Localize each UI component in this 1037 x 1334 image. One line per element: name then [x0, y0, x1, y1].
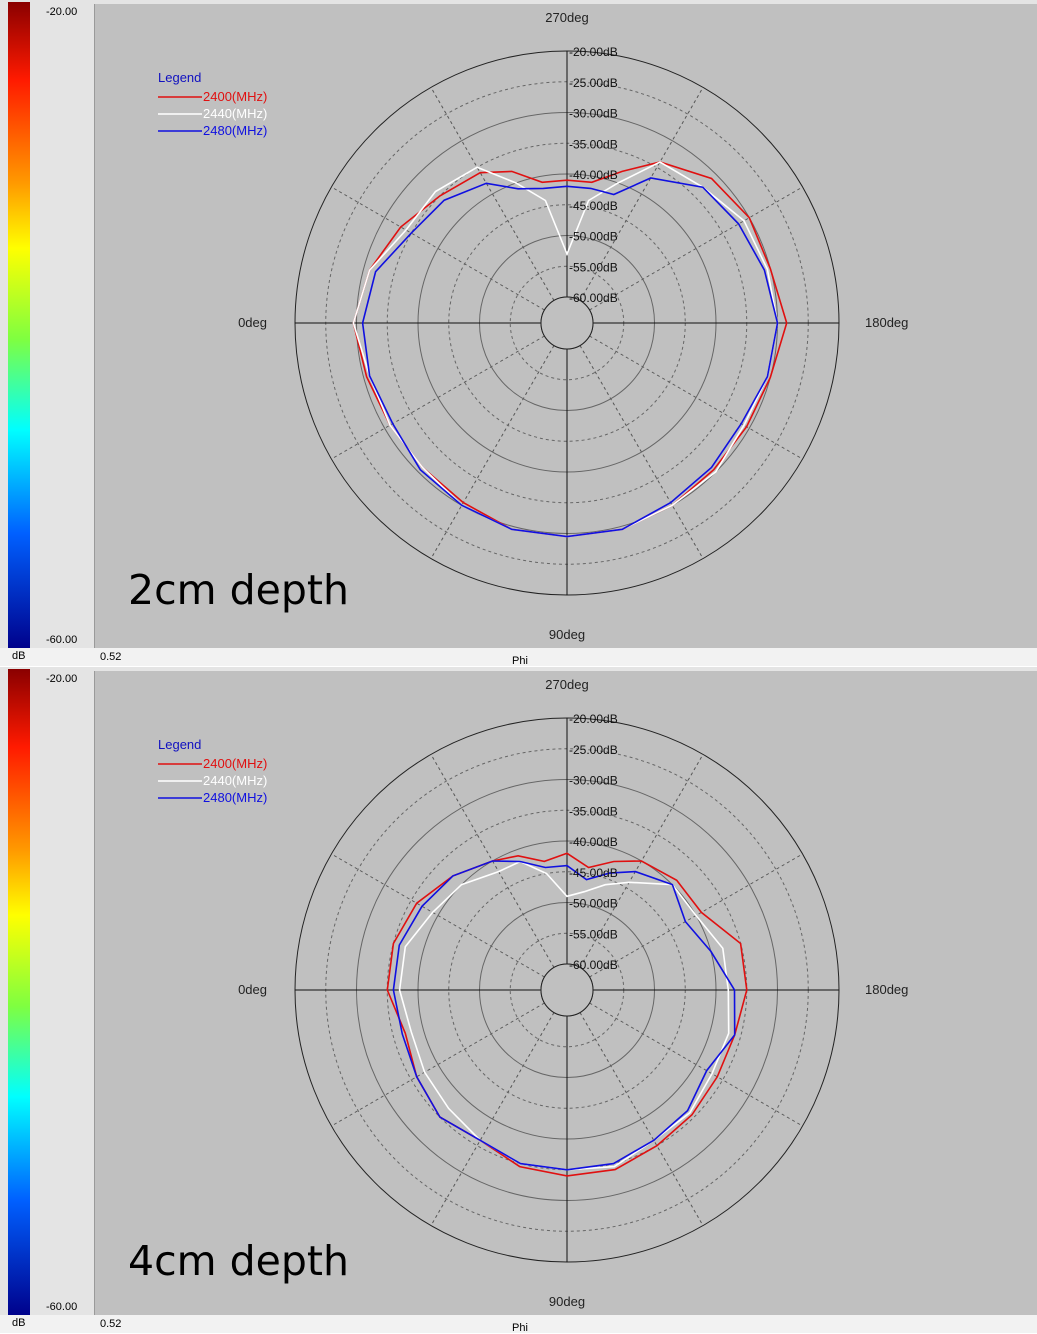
- legend-entry: 2440(MHz): [203, 106, 267, 121]
- center-disk: [540, 963, 594, 1017]
- angle-label: 270deg: [545, 677, 588, 692]
- unit-label: dB: [12, 650, 26, 662]
- legend-entry: 2480(MHz): [203, 123, 267, 138]
- ring-label: -40.00dB: [569, 835, 618, 849]
- depth-annotation: 2cm depth: [128, 566, 349, 614]
- colorbar: [8, 2, 30, 650]
- ring-label: -45.00dB: [569, 866, 618, 880]
- angle-label: 270deg: [545, 10, 588, 25]
- phi-axis-label: Phi: [512, 655, 528, 667]
- angle-label: 90deg: [549, 627, 585, 642]
- polar-chart-4cm: -20.00dB -25.00dB -30.00dB -35.00dB -40.00dB…: [158, 677, 908, 1309]
- ring-label: -20.00dB: [569, 712, 618, 726]
- legend-entry: 2440(MHz): [203, 773, 267, 788]
- legend-entry: 2400(MHz): [203, 756, 267, 771]
- unit-label: dB: [12, 1317, 26, 1329]
- colorbar-min-label: -60.00: [46, 1301, 78, 1313]
- polar-plot-area: -20.00dB -25.00dB -30.00dB -35.00dB -40.00dB…: [94, 671, 1037, 1315]
- legend-title: Legend: [158, 70, 201, 85]
- angle-label: 0deg: [238, 982, 267, 997]
- ring-label: -60.00dB: [569, 958, 618, 972]
- colorbar-max-label: -20.00: [46, 673, 78, 685]
- depth-annotation: 4cm depth: [128, 1237, 349, 1285]
- ring-label: -35.00dB: [569, 137, 618, 151]
- ring-label: -25.00dB: [569, 76, 618, 90]
- ring-label: -55.00dB: [569, 927, 618, 941]
- bottom-strip: [0, 1315, 1037, 1333]
- legend-title: Legend: [158, 737, 201, 752]
- footer-value: 0.52: [100, 651, 122, 663]
- series-line-2: [392, 860, 736, 1171]
- polar-chart-2cm: -20.00dB -25.00dB -30.00dB -35.00dB -40.00dB…: [158, 10, 908, 642]
- colorbar-min-label: -60.00: [46, 634, 78, 646]
- polar-panel-4cm: -20.00 -60.00 -20.00dB -25.00dB -30.00dB -3…: [0, 667, 1037, 1334]
- ring-label: -55.00dB: [569, 260, 618, 274]
- center-disk: [540, 296, 594, 350]
- ring-label: -50.00dB: [569, 230, 618, 244]
- ring-label: -30.00dB: [569, 774, 618, 788]
- colorbar-max-label: -20.00: [46, 6, 78, 18]
- ring-label: -25.00dB: [569, 743, 618, 757]
- ring-label: -45.00dB: [569, 199, 618, 213]
- polar-plot-area: -20.00dB -25.00dB -30.00dB -35.00dB -40.00dB…: [94, 4, 1037, 648]
- bottom-strip: [0, 648, 1037, 666]
- colorbar: [8, 669, 30, 1317]
- ring-label: -50.00dB: [569, 897, 618, 911]
- footer-value: 0.52: [100, 1318, 122, 1330]
- legend-entry: 2480(MHz): [203, 790, 267, 805]
- phi-axis-label: Phi: [512, 1322, 528, 1334]
- ring-label: -40.00dB: [569, 168, 618, 182]
- angle-label: 180deg: [865, 315, 908, 330]
- angle-label: 90deg: [549, 1294, 585, 1309]
- angle-label: 0deg: [238, 315, 267, 330]
- ring-label: -30.00dB: [569, 107, 618, 121]
- polar-panel-2cm: -20.00 -60.00 -20.00dB -25.00dB -30.00dB -3…: [0, 0, 1037, 667]
- series-line-2: [361, 177, 779, 538]
- angle-label: 180deg: [865, 982, 908, 997]
- series-line-0: [386, 852, 748, 1177]
- ring-label: -35.00dB: [569, 804, 618, 818]
- ring-label: -20.00dB: [569, 45, 618, 59]
- legend-entry: 2400(MHz): [203, 89, 267, 104]
- ring-label: -60.00dB: [569, 291, 618, 305]
